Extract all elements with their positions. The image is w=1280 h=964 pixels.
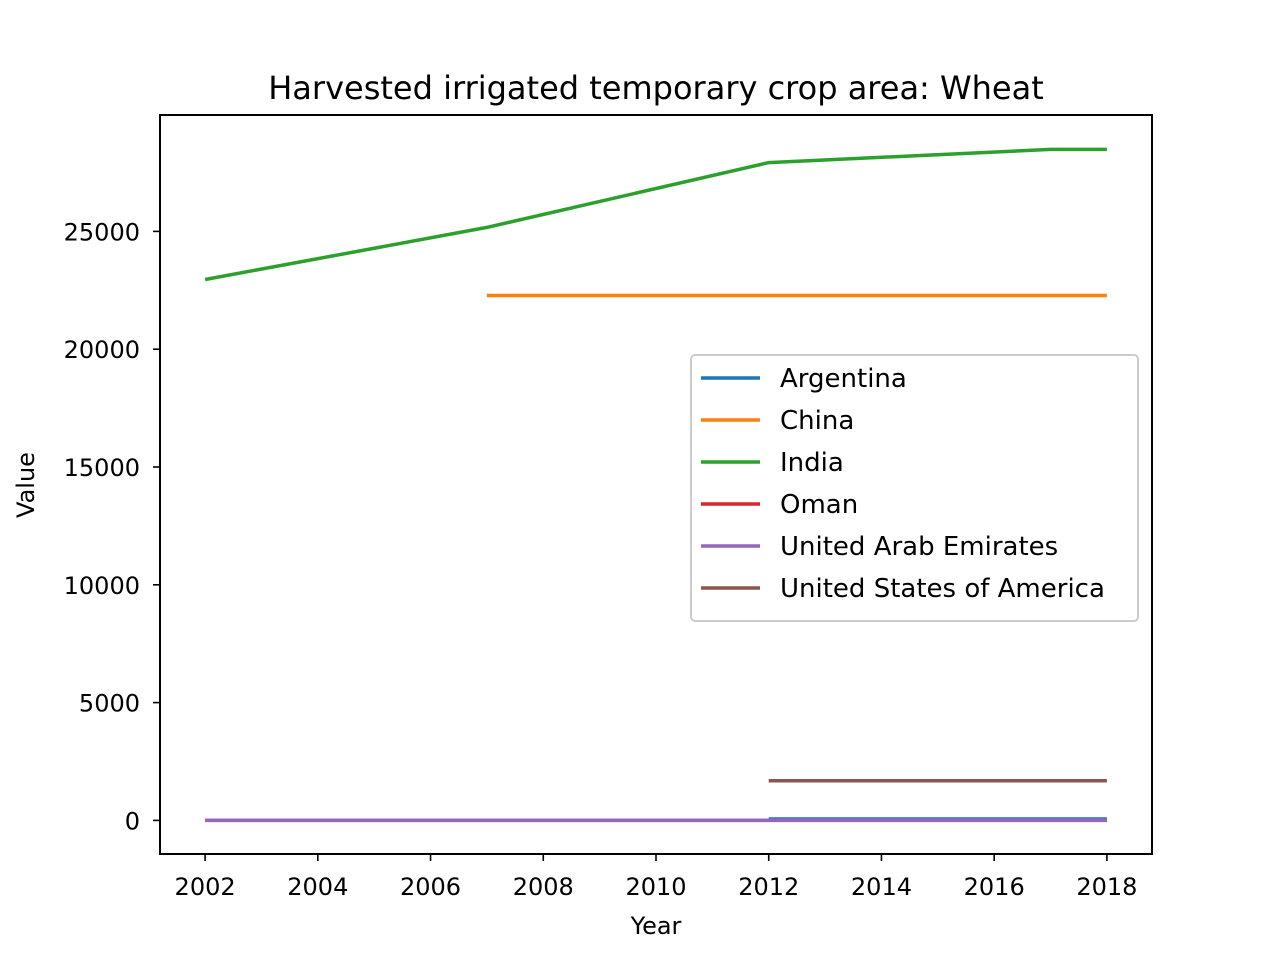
- y-tick-label: 25000: [64, 218, 140, 246]
- chart-title: Harvested irrigated temporary crop area:…: [268, 69, 1044, 107]
- legend-label-united-arab-emirates: United Arab Emirates: [780, 532, 1058, 562]
- legend-label-argentina: Argentina: [780, 364, 907, 394]
- axes-frame: [159, 114, 1153, 855]
- x-tick-label: 2008: [513, 873, 574, 901]
- x-axis-label: Year: [630, 912, 682, 940]
- y-axis-label: Value: [12, 452, 40, 518]
- x-tick-label: 2014: [851, 873, 912, 901]
- x-tick-label: 2010: [625, 873, 686, 901]
- x-tick-label: 2018: [1076, 873, 1137, 901]
- legend-label-india: India: [780, 448, 844, 478]
- series-line-india: [204, 147, 1107, 282]
- legend: Argentina China India Oman United Arab Emira…: [690, 354, 1139, 622]
- plot-lines: [204, 147, 1107, 823]
- x-tick-label: 2006: [400, 873, 461, 901]
- legend-label-china: China: [780, 406, 854, 436]
- legend-label-united-states-of-america: United States of America: [780, 574, 1105, 604]
- x-tick-label: 2012: [738, 873, 799, 901]
- y-tick-label: 5000: [79, 690, 140, 718]
- y-tick-label: 10000: [64, 572, 140, 600]
- axis-ticks: 2002 2004 2006 2008 2010 2012 2014 2016 2018 0 500…: [64, 218, 1138, 901]
- legend-label-oman: Oman: [780, 490, 858, 520]
- y-tick-label: 15000: [64, 454, 140, 482]
- y-tick-label: 20000: [64, 336, 140, 364]
- x-tick-label: 2004: [287, 873, 348, 901]
- y-tick-label: 0: [125, 807, 140, 835]
- x-tick-label: 2016: [964, 873, 1025, 901]
- legend-box: [690, 354, 1139, 622]
- x-tick-label: 2002: [175, 873, 236, 901]
